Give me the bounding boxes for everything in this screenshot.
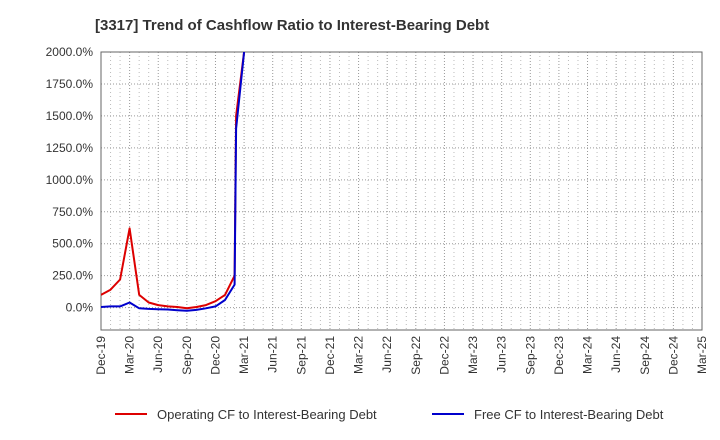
x-tick-label: Jun-21 (266, 336, 280, 373)
x-tick-label: Dec-19 (94, 336, 108, 375)
x-tick-label: Mar-24 (581, 336, 595, 374)
x-tick-label: Sep-21 (294, 336, 308, 375)
y-axis: 2000.0% 1750.0% 1500.0% 1250.0% 1000.0% 750.0… (46, 45, 94, 315)
x-tick-label: Dec-22 (437, 336, 451, 375)
x-tick-label: Dec-20 (208, 336, 222, 375)
y-tick-label: 1500.0% (46, 109, 94, 123)
x-tick-label: Mar-20 (123, 336, 137, 374)
series-group (101, 52, 246, 312)
x-tick-label: Mar-23 (466, 336, 480, 374)
y-tick-label: 500.0% (52, 237, 93, 251)
y-tick-label: 250.0% (52, 269, 93, 283)
y-tick-label: 1250.0% (46, 141, 94, 155)
plot-frame (100, 51, 703, 331)
legend-label: Free CF to Interest-Bearing Debt (474, 407, 664, 422)
x-tick-label: Dec-21 (323, 336, 337, 375)
x-tick-label: Dec-23 (552, 336, 566, 375)
x-tick-label: Mar-21 (237, 336, 251, 374)
x-tick-label: Jun-22 (380, 336, 394, 373)
x-tick-label: Mar-25 (695, 336, 709, 374)
x-tick-label: Sep-20 (180, 336, 194, 375)
series-line-operating-cf (101, 52, 246, 310)
grid (101, 51, 702, 330)
series-line-free-cf (101, 52, 246, 312)
y-tick-label: 1000.0% (46, 173, 94, 187)
x-tick-label: Jun-20 (151, 336, 165, 373)
x-tick-label: Sep-22 (409, 336, 423, 375)
chart-title: [3317] Trend of Cashflow Ratio to Intere… (95, 17, 489, 34)
legend: Operating CF to Interest-Bearing Debt Fre… (115, 407, 664, 422)
y-tick-label: 750.0% (52, 205, 93, 219)
y-tick-label: 2000.0% (46, 45, 94, 59)
legend-label: Operating CF to Interest-Bearing Debt (157, 407, 377, 422)
y-tick-label: 0.0% (66, 301, 94, 315)
x-tick-label: Sep-23 (523, 336, 537, 375)
x-axis: Dec-19 Mar-20 Jun-20 Sep-20 Dec-20 Mar-21 Jun-… (94, 336, 709, 375)
x-tick-label: Mar-22 (352, 336, 366, 374)
y-tick-label: 1750.0% (46, 77, 94, 91)
x-tick-label: Dec-24 (666, 336, 680, 375)
x-tick-label: Sep-24 (638, 336, 652, 375)
x-tick-label: Jun-23 (495, 336, 509, 373)
x-tick-label: Jun-24 (609, 336, 623, 373)
